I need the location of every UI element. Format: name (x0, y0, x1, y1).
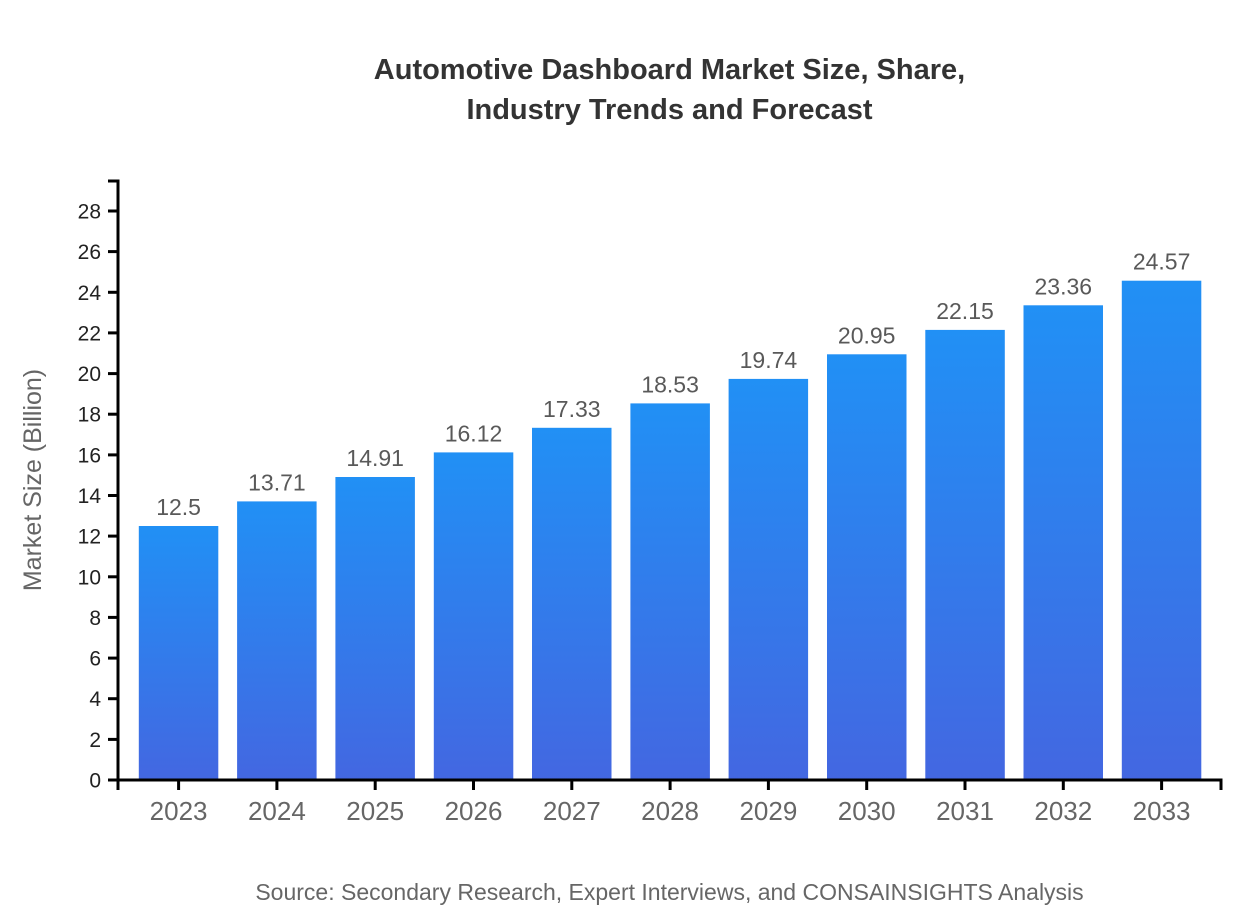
bar-value-label: 20.95 (838, 322, 896, 348)
bar-value-label: 12.5 (156, 494, 201, 520)
y-axis-tick-label: 20 (78, 363, 101, 386)
y-axis-tick-label: 12 (78, 526, 101, 549)
y-axis-tick-label: 6 (89, 648, 101, 671)
x-axis-tick-label: 2023 (150, 796, 208, 826)
chart-title-line-1: Automotive Dashboard Market Size, Share, (373, 54, 966, 86)
y-axis-tick-label: 26 (78, 241, 101, 264)
chart-title-line-2: Industry Trends and Forecast (466, 94, 873, 126)
x-axis-tick-label: 2032 (1034, 796, 1092, 826)
y-axis-tick-label: 16 (78, 444, 101, 467)
x-axis-tick-label: 2033 (1133, 796, 1191, 826)
y-axis-tick-label: 10 (78, 566, 101, 589)
y-axis-tick-label: 8 (89, 607, 101, 630)
x-axis-line (116, 778, 1223, 790)
bar-value-label: 23.36 (1035, 273, 1093, 299)
bar-value-label: 14.91 (346, 445, 404, 471)
y-axis-tick-label: 24 (78, 282, 102, 305)
bar-value-label: 13.71 (248, 469, 306, 495)
y-axis-tick-label: 18 (78, 404, 101, 427)
bar-2033 (1121, 280, 1202, 780)
bar-2025 (335, 477, 415, 780)
bar-2027 (532, 427, 612, 780)
bar-value-label: 18.53 (641, 371, 699, 397)
x-axis-tick-label: 2031 (936, 796, 994, 826)
x-axis-tick-label: 2025 (346, 796, 404, 826)
x-axis-tick-label: 2030 (838, 796, 896, 826)
bar-2030 (827, 354, 907, 780)
bar-2023 (138, 526, 219, 780)
y-axis-tick-label: 22 (78, 322, 101, 345)
y-axis-tick-label: 2 (89, 729, 101, 752)
bar-value-label: 19.74 (740, 347, 798, 373)
bar-2029 (728, 378, 809, 780)
bar-value-label: 24.57 (1133, 249, 1191, 275)
x-axis-tick-label: 2028 (641, 796, 699, 826)
bar-value-label: 16.12 (445, 420, 503, 446)
y-axis-tick-label: 0 (89, 770, 101, 793)
source-note: Source: Secondary Research, Expert Inter… (255, 879, 1084, 905)
y-axis-tick-label: 14 (78, 485, 102, 508)
chart-title: Automotive Dashboard Market Size, Share,… (118, 50, 1221, 130)
bar-2032 (1023, 305, 1103, 780)
y-axis-tick-label: 4 (89, 688, 101, 711)
bar-2028 (630, 403, 710, 780)
y-axis-tick-label: 28 (78, 201, 101, 224)
x-axis-tick-label: 2029 (739, 796, 797, 826)
x-axis-tick-label: 2027 (543, 796, 601, 826)
bar-value-label: 22.15 (936, 298, 994, 324)
x-axis-tick-label: 2026 (445, 796, 503, 826)
bar-value-label: 17.33 (543, 396, 601, 422)
bar-2024 (237, 501, 317, 780)
bar-2026 (433, 452, 514, 780)
y-axis-line (108, 179, 120, 782)
x-axis-tick-label: 2024 (248, 796, 306, 826)
bar-2031 (925, 329, 1005, 780)
